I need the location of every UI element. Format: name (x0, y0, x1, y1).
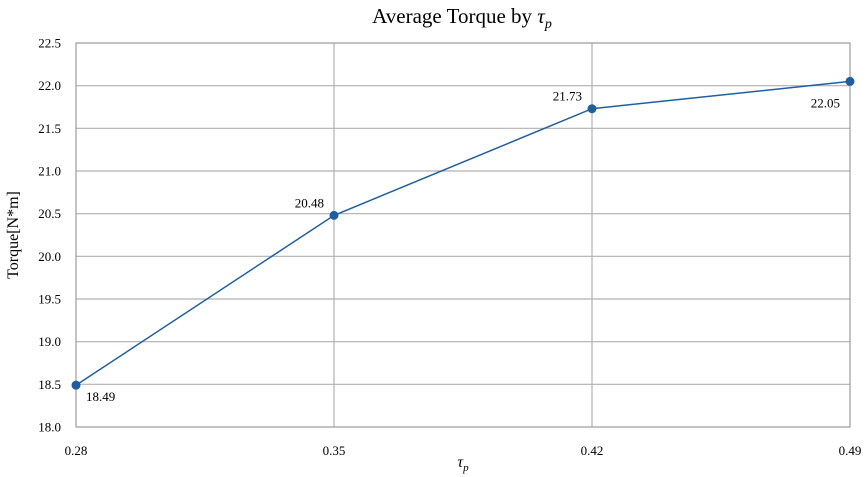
x-axis-label-tau: τ (457, 454, 464, 471)
plot-frame (75, 42, 851, 428)
chart-title-text: Average Torque by (372, 4, 537, 28)
y-tick-label: 19.0 (38, 334, 61, 349)
chart-title: Average Torque by τp (372, 4, 552, 32)
x-tick-label: 0.49 (839, 443, 862, 458)
data-point (587, 104, 597, 114)
data-point (71, 380, 81, 390)
x-axis-label-subscript: p (462, 462, 469, 474)
data-label: 20.48 (295, 195, 324, 210)
x-axis-label: τp (457, 454, 469, 474)
y-tick-label: 18.0 (38, 420, 61, 435)
y-tick-label: 21.0 (38, 164, 61, 179)
y-tick-label: 20.0 (38, 249, 61, 264)
y-tick-label: 19.5 (38, 292, 61, 307)
data-label: 22.05 (811, 95, 840, 110)
y-tick-label: 20.5 (38, 206, 61, 221)
grid-lines (75, 42, 851, 428)
data-point (845, 76, 855, 86)
x-tick-label: 0.28 (65, 443, 88, 458)
x-tick-label: 0.35 (323, 443, 346, 458)
data-labels: 18.49 20.48 21.73 22.05 (86, 89, 840, 404)
y-tick-label: 22.0 (38, 78, 61, 93)
chart-title-tau: τ (537, 4, 546, 28)
series-line (75, 80, 851, 386)
chart-title-subscript: p (544, 17, 552, 32)
y-tick-label: 22.5 (38, 36, 61, 51)
y-tick-label: 21.5 (38, 121, 61, 136)
data-label: 18.49 (86, 389, 115, 404)
x-tick-label: 0.42 (581, 443, 604, 458)
tick-labels: 18.0 18.5 19.0 19.5 20.0 20.5 21.0 21.5 22.0 22.5… (38, 36, 861, 459)
data-point (329, 210, 339, 220)
data-label: 21.73 (553, 89, 582, 104)
y-axis-label: Torque[N*m] (5, 191, 22, 279)
y-tick-label: 18.5 (38, 377, 61, 392)
series-torque (71, 76, 855, 390)
